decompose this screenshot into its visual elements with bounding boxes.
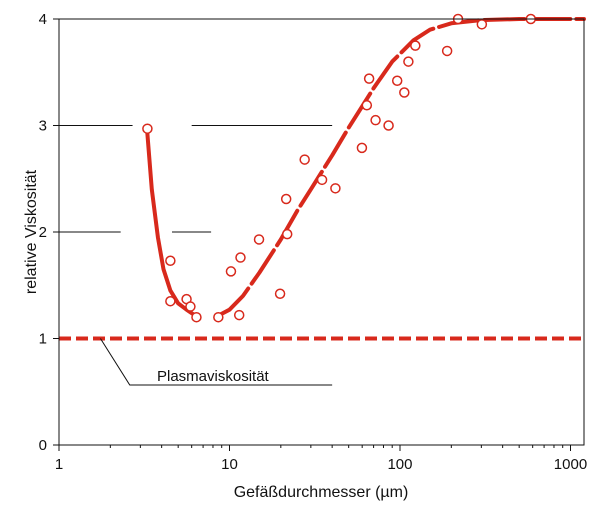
fit-curve-dashed	[217, 17, 586, 318]
data-point	[235, 252, 246, 263]
y-tick-label: 0	[39, 437, 47, 454]
data-point	[391, 75, 403, 87]
data-point	[403, 56, 414, 67]
data-point	[191, 311, 202, 323]
x-axis-title: Gefäßdurchmesser (µm)	[234, 484, 409, 501]
guide-lines	[59, 125, 333, 233]
data-point	[370, 114, 381, 126]
data-point	[185, 301, 196, 312]
data-point	[253, 234, 265, 245]
plasma-annotation: Plasmaviskosität	[100, 338, 333, 386]
data-point	[476, 19, 488, 30]
y-tick-label: 2	[39, 224, 47, 241]
data-point	[316, 174, 328, 186]
data-point	[361, 100, 373, 111]
x-tick-label: 1	[55, 456, 63, 473]
plot-frame	[58, 18, 585, 446]
data-point	[280, 193, 292, 205]
plasma-leader-line	[100, 338, 333, 386]
data-points	[142, 13, 537, 323]
data-point	[330, 183, 341, 194]
data-point	[165, 255, 176, 267]
y-tick-label: 4	[39, 11, 47, 28]
data-point	[213, 311, 224, 323]
fit-curve-solid	[145, 132, 195, 316]
data-point	[274, 288, 286, 300]
data-point	[441, 45, 453, 57]
data-point	[233, 309, 245, 321]
data-point	[356, 142, 368, 154]
y-axis-title: relative Viskosität	[23, 169, 40, 294]
plasma-label: Plasmaviskosität	[157, 368, 270, 385]
data-point	[410, 40, 421, 51]
axes	[58, 18, 585, 446]
fit-curves	[145, 17, 586, 318]
data-point	[299, 154, 310, 165]
data-point	[399, 87, 410, 98]
data-point	[363, 73, 375, 84]
x-tick-label: 100	[387, 456, 412, 473]
data-point	[165, 295, 176, 307]
x-tick-label: 10	[221, 456, 238, 473]
data-point	[383, 120, 394, 131]
x-tick-label: 1000	[554, 456, 587, 473]
y-tick-label: 1	[39, 331, 47, 348]
data-point	[142, 123, 153, 134]
data-point	[225, 266, 237, 277]
data-point	[281, 228, 293, 240]
y-tick-label: 3	[39, 118, 47, 135]
